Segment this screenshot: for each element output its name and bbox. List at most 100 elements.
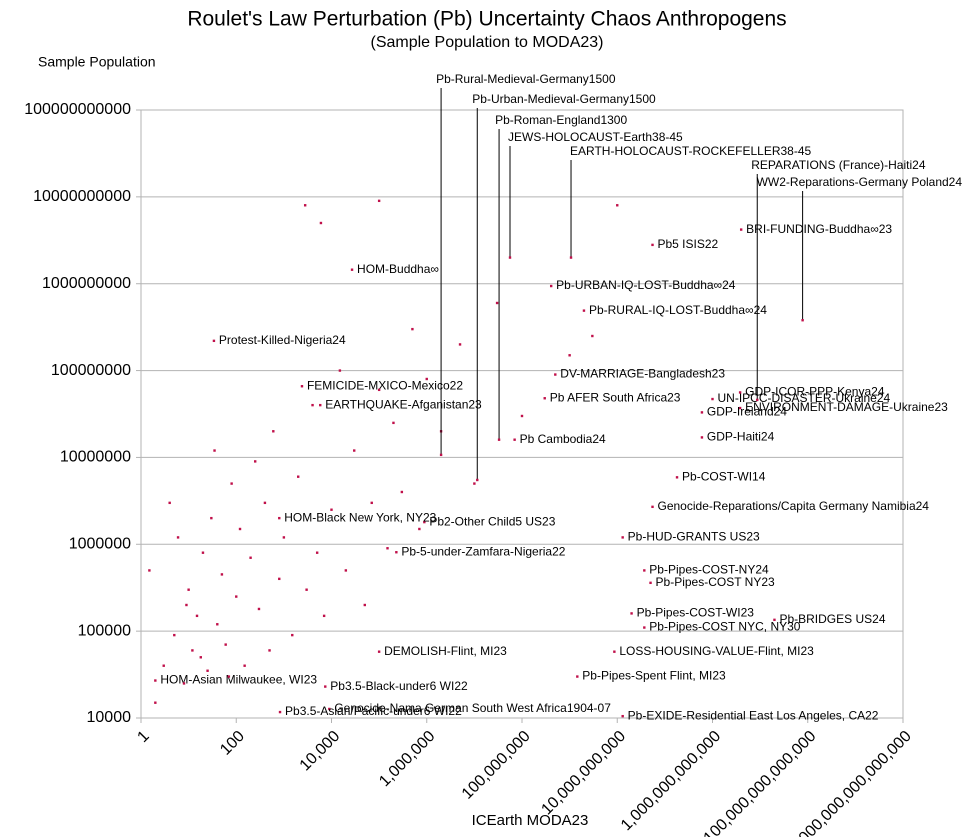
point-label: Pb-Pipes-COST-WI23 bbox=[637, 606, 755, 620]
y-tick-label: 100000 bbox=[78, 622, 131, 639]
point bbox=[238, 527, 242, 531]
point bbox=[568, 354, 571, 357]
point-label: Genocide-Reparations/Capita Germany Nami… bbox=[658, 499, 930, 513]
point bbox=[243, 664, 246, 667]
point bbox=[801, 319, 804, 322]
point bbox=[235, 595, 238, 598]
point bbox=[370, 501, 373, 505]
point bbox=[377, 199, 381, 203]
point bbox=[377, 388, 381, 392]
point bbox=[213, 449, 216, 452]
point-label: Pb-BRIDGES US24 bbox=[779, 612, 885, 626]
point bbox=[199, 656, 202, 659]
point bbox=[176, 536, 180, 539]
point bbox=[278, 577, 281, 581]
point bbox=[569, 256, 573, 259]
point bbox=[344, 569, 348, 572]
point bbox=[182, 682, 186, 685]
point bbox=[282, 536, 286, 539]
point bbox=[543, 397, 546, 400]
x-tick-label: 10,000 bbox=[297, 728, 344, 775]
point bbox=[322, 614, 326, 618]
x-tick-label: 1,000,000,000,000 bbox=[618, 728, 724, 834]
point bbox=[328, 707, 331, 711]
point-label: HOM-Buddha∞ bbox=[357, 262, 439, 276]
point-label: ENVIRONMENT-DAMAGE-Ukraine23 bbox=[745, 400, 948, 414]
point-label: Pb-Pipes-Spent Flint, MI23 bbox=[582, 669, 726, 683]
y-tick-label: 100000000 bbox=[51, 362, 131, 379]
point bbox=[458, 343, 462, 346]
point bbox=[249, 556, 252, 559]
point bbox=[643, 569, 646, 572]
point bbox=[651, 505, 654, 509]
annotation: Pb-Rural-Medieval-Germany1500 bbox=[436, 72, 616, 86]
point-label: Pb-Pipes-COST NY23 bbox=[656, 575, 775, 589]
point bbox=[549, 284, 553, 288]
point bbox=[201, 551, 205, 554]
point bbox=[649, 581, 652, 585]
point bbox=[425, 377, 428, 381]
point bbox=[162, 664, 165, 667]
point-label: GDP-ICOR-PPP-Kenya24 bbox=[745, 385, 885, 399]
point bbox=[363, 603, 366, 607]
annotation: EARTH-HOLOCAUST-ROCKEFELLER38-45 bbox=[570, 144, 812, 158]
point-label: LOSS-HOUSING-VALUE-Flint, MI23 bbox=[619, 644, 814, 658]
x-tick-label: 1,000,000 bbox=[376, 728, 438, 790]
point-label: Pb2-Other Child5 US23 bbox=[429, 514, 555, 528]
point-label: Pb3.5-Black-under6 WI22 bbox=[330, 679, 468, 693]
point bbox=[257, 607, 261, 611]
point bbox=[148, 569, 151, 572]
point bbox=[616, 204, 619, 207]
point bbox=[621, 536, 624, 539]
chart-subtitle: (Sample Population to MODA23) bbox=[371, 34, 604, 51]
point-label: Protest-Killed-Nigeria24 bbox=[219, 333, 346, 347]
plot-area bbox=[140, 109, 904, 719]
point-label: Pb AFER South Africa23 bbox=[550, 390, 681, 404]
point bbox=[330, 508, 333, 511]
annotation: REPARATIONS (France)-Haiti24 bbox=[751, 158, 926, 172]
x-axis-label: ICEarth MODA23 bbox=[472, 812, 589, 829]
point bbox=[338, 369, 342, 372]
point-label: Pb5 ISIS22 bbox=[658, 237, 719, 251]
point-label: GDP-Haiti24 bbox=[707, 430, 775, 444]
point bbox=[739, 228, 743, 231]
point-label: Pb-COST-WI14 bbox=[682, 470, 766, 484]
point bbox=[185, 603, 188, 607]
point bbox=[303, 204, 307, 207]
point bbox=[411, 327, 414, 331]
annotation: Pb-Roman-England1300 bbox=[495, 113, 627, 127]
point bbox=[476, 478, 479, 482]
point bbox=[154, 679, 157, 682]
annotation: JEWS-HOLOCAUST-Earth38-45 bbox=[508, 130, 683, 144]
point bbox=[418, 527, 421, 531]
point bbox=[651, 243, 654, 247]
annotation: Pb-Urban-Medieval-Germany1500 bbox=[472, 92, 656, 106]
point-label: Pb-HUD-GRANTS US23 bbox=[628, 530, 760, 544]
y-tick-label: 100000000000 bbox=[24, 101, 131, 118]
point-label: DV-MARRIAGE-Bangladesh23 bbox=[560, 367, 725, 381]
point bbox=[700, 436, 704, 439]
point-label: Genocide-Nama German South West Africa19… bbox=[334, 701, 611, 715]
point-label: GDP-Ireland24 bbox=[707, 405, 787, 419]
point bbox=[630, 612, 633, 615]
point bbox=[305, 588, 308, 591]
point bbox=[520, 414, 524, 418]
point-label: EARTHQUAKE-Afganistan23 bbox=[325, 397, 482, 411]
x-tick-label: 100,000,000 bbox=[459, 728, 534, 803]
point bbox=[495, 301, 499, 305]
point bbox=[263, 501, 267, 505]
point bbox=[319, 403, 322, 407]
y-tick-label: 1000000 bbox=[69, 536, 131, 553]
point bbox=[324, 685, 327, 688]
point bbox=[473, 482, 476, 485]
point bbox=[173, 633, 176, 637]
point bbox=[621, 714, 624, 718]
x-tick-label: 10,000,000,000 bbox=[538, 728, 629, 819]
point-label: HOM-Asian Milwaukee, WI23 bbox=[160, 673, 317, 687]
point bbox=[392, 421, 395, 425]
point bbox=[191, 649, 194, 652]
y-tick-label: 10000000 bbox=[60, 449, 131, 466]
point bbox=[168, 501, 171, 505]
point bbox=[377, 650, 381, 653]
